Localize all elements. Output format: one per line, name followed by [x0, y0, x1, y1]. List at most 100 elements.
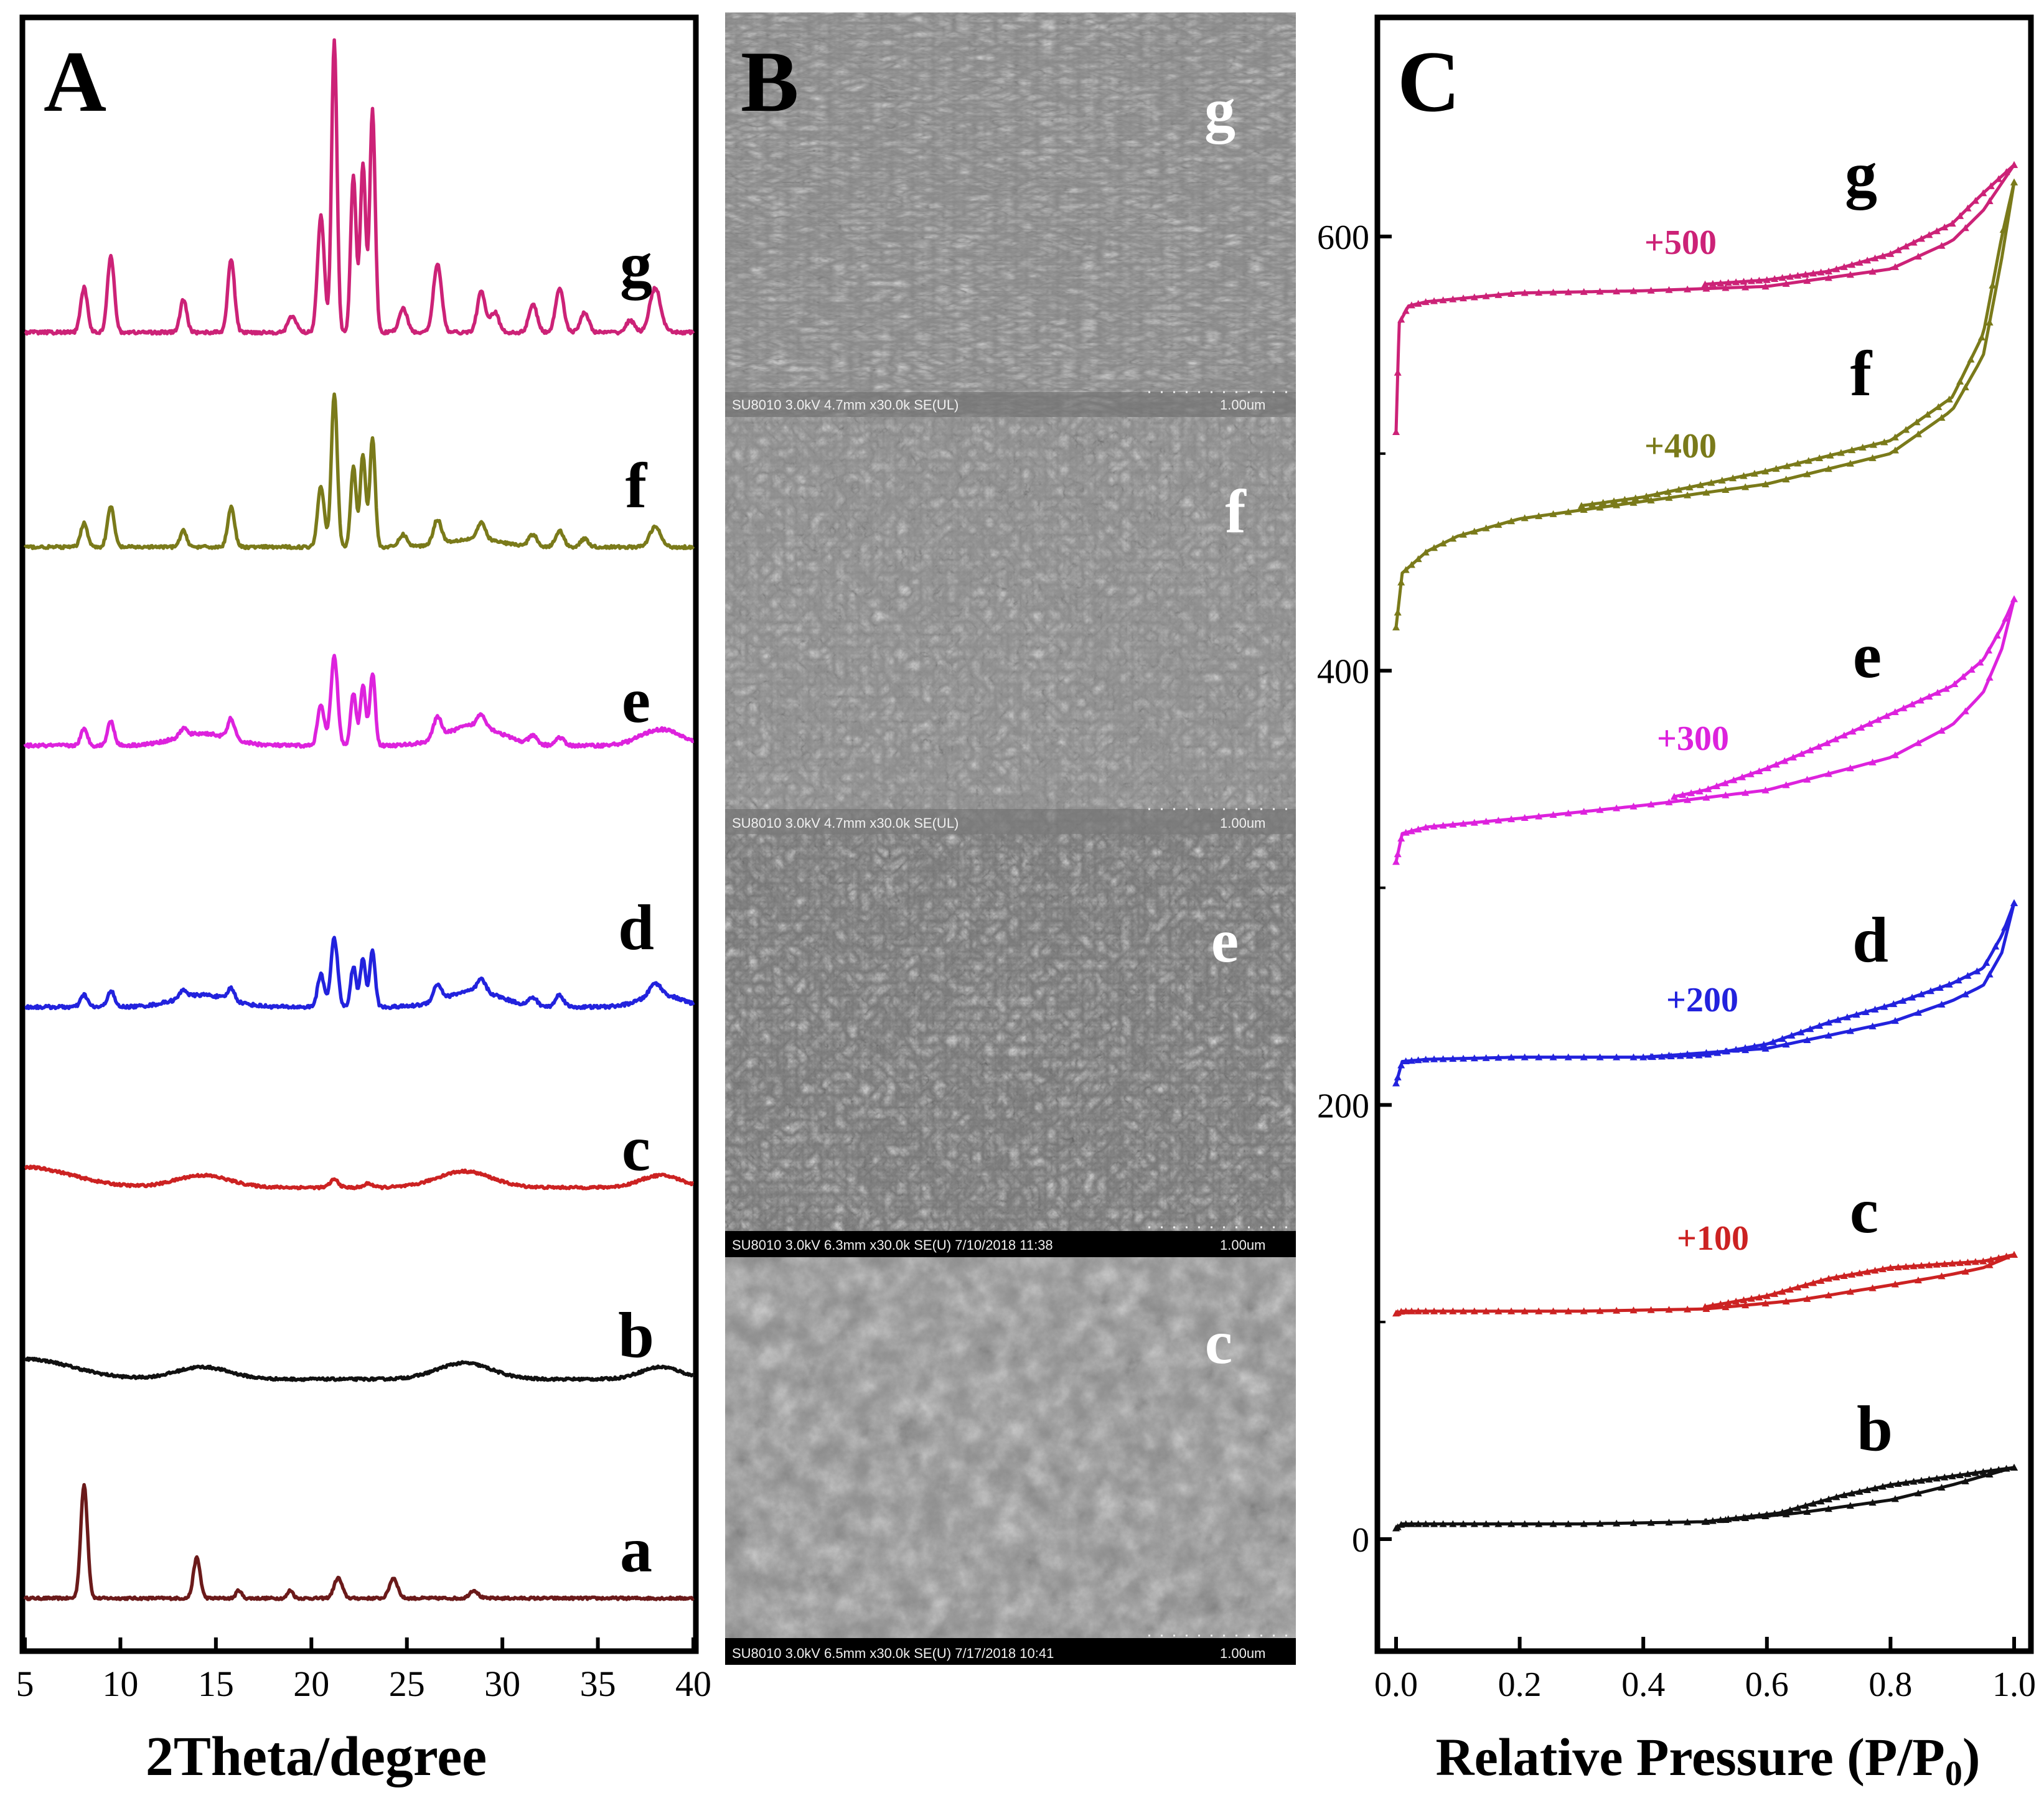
isotherm-marker	[1422, 1520, 1430, 1527]
isotherm-marker	[1817, 1497, 1825, 1505]
isotherm-marker	[1918, 990, 1926, 998]
isotherm-marker	[1422, 548, 1430, 556]
isotherm-marker	[1596, 1307, 1604, 1314]
xrd-label-a: a	[620, 1514, 652, 1586]
isotherm-marker	[1580, 1520, 1588, 1527]
isotherm-marker	[1902, 242, 1910, 250]
isotherm-marker	[1782, 781, 1790, 789]
xrd-curve-d	[24, 935, 695, 1011]
xrd-curve-f	[23, 392, 695, 551]
x-tick-label-30: 30	[484, 1664, 520, 1704]
isotherm-marker	[1564, 809, 1572, 817]
isotherm-marker	[1942, 685, 1950, 692]
c-y-tick-label-400: 400	[1317, 653, 1369, 691]
isotherm-marker	[1402, 1520, 1410, 1527]
isotherm-marker	[1788, 1031, 1796, 1039]
isotherm-b-desorption-markers	[1701, 1463, 2018, 1525]
isotherm-marker	[1392, 1079, 1400, 1087]
isotherm-marker	[1938, 1484, 1946, 1491]
isotherm-marker	[1825, 1275, 1833, 1282]
isotherm-marker	[1855, 1487, 1864, 1495]
panel-a-curves	[23, 38, 695, 1601]
isotherm-marker	[2010, 595, 2018, 602]
sem-image-g-caption-bar	[725, 392, 1296, 417]
isotherm-marker	[1832, 1273, 1840, 1281]
isotherm-marker	[1837, 449, 1845, 456]
isotherm-marker	[1794, 459, 1802, 467]
isotherm-marker	[1494, 291, 1503, 298]
isotherm-marker	[1482, 1054, 1490, 1061]
isotherm-marker	[1769, 1038, 1777, 1046]
isotherm-marker	[1938, 414, 1946, 421]
isotherm-marker	[1761, 1300, 1770, 1307]
isotherm-marker	[1926, 987, 1934, 995]
isotherm-marker	[1985, 1261, 1994, 1268]
isotherm-marker	[1422, 298, 1430, 306]
isotherm-marker	[1891, 433, 1899, 441]
isotherm-marker	[1971, 1469, 1979, 1476]
isotherm-marker	[1394, 368, 1402, 376]
isotherm-marker	[1806, 746, 1814, 754]
isotherm-marker	[1781, 757, 1789, 764]
isotherm-marker	[1482, 817, 1490, 825]
isotherm-marker	[1732, 1298, 1740, 1305]
isotherm-marker	[1846, 271, 1854, 278]
isotherm-marker	[1701, 280, 1709, 288]
isotherm-marker	[1971, 1258, 1979, 1265]
panel-c-x-axis-title-tail: )	[1962, 1727, 1981, 1787]
isotherm-marker	[1449, 1307, 1457, 1314]
xrd-label-c: c	[622, 1113, 650, 1184]
isotherm-marker	[2002, 1464, 2010, 1472]
panel-a-frame	[19, 14, 699, 1654]
panel-c-x-axis-title-main: Relative Pressure (P/P	[1436, 1727, 1945, 1787]
isotherm-marker	[1809, 269, 1817, 277]
isotherm-marker	[1763, 1292, 1771, 1300]
isotherm-marker	[1936, 983, 1944, 991]
isotherm-marker	[1964, 204, 1972, 212]
isotherm-marker	[1883, 712, 1891, 719]
isotherm-marker	[1933, 1260, 1941, 1268]
isotherm-marker	[1874, 716, 1882, 723]
isotherm-marker	[1684, 796, 1692, 803]
isotherm-marker	[1817, 1276, 1825, 1284]
isotherm-marker	[1629, 287, 1638, 294]
isotherm-marker	[1803, 1295, 1811, 1302]
isotherm-marker	[2010, 1251, 2018, 1258]
isotherm-marker	[1964, 1470, 1972, 1478]
isotherm-marker	[1977, 334, 1985, 341]
isotherm-marker	[1397, 1061, 1405, 1069]
isotherm-marker	[1676, 1052, 1684, 1059]
isotherm-marker	[1684, 1518, 1692, 1525]
panel-a-x-axis-title: 2Theta/degree	[146, 1726, 487, 1787]
isotherm-marker	[1871, 1005, 1879, 1013]
isotherm-marker	[1521, 514, 1529, 522]
isotherm-marker	[1580, 288, 1588, 295]
isotherm-marker	[1786, 1285, 1794, 1293]
isotherm-marker	[1414, 1520, 1422, 1527]
isotherm-marker	[1507, 289, 1516, 297]
isotherm-marker	[1709, 1301, 1717, 1309]
isotherm-marker	[1801, 271, 1809, 278]
isotherm-marker	[1549, 1520, 1557, 1527]
isotherm-marker	[1732, 278, 1740, 286]
isotherm-marker	[1613, 804, 1621, 812]
isotherm-marker	[1868, 758, 1877, 766]
isotherm-marker	[1394, 609, 1402, 616]
isotherm-marker	[1945, 395, 1953, 403]
isotherm-marker	[2010, 1463, 2018, 1471]
isotherm-marker	[1782, 1041, 1790, 1048]
sem-image-e-caption-bar	[725, 1231, 1296, 1257]
isotherm-marker	[1629, 1053, 1638, 1061]
isotherm-marker	[1392, 623, 1400, 630]
isotherm-marker	[1697, 481, 1705, 489]
isotherm-marker	[1402, 828, 1410, 836]
isotherm-marker	[1685, 1051, 1694, 1059]
isotherm-marker	[2010, 178, 2018, 185]
isotherm-marker	[1832, 265, 1840, 273]
isotherm-marker	[1824, 1505, 1832, 1512]
isotherm-marker	[1987, 182, 1995, 189]
isotherm-marker	[1951, 680, 1959, 687]
isotherm-marker	[1407, 1057, 1415, 1064]
panel-b-sem-images: SU8010 3.0kV 4.7mm x30.0k SE(UL) 1.00um …	[725, 12, 1296, 1665]
sem-image-f-caption-bar	[725, 809, 1296, 834]
